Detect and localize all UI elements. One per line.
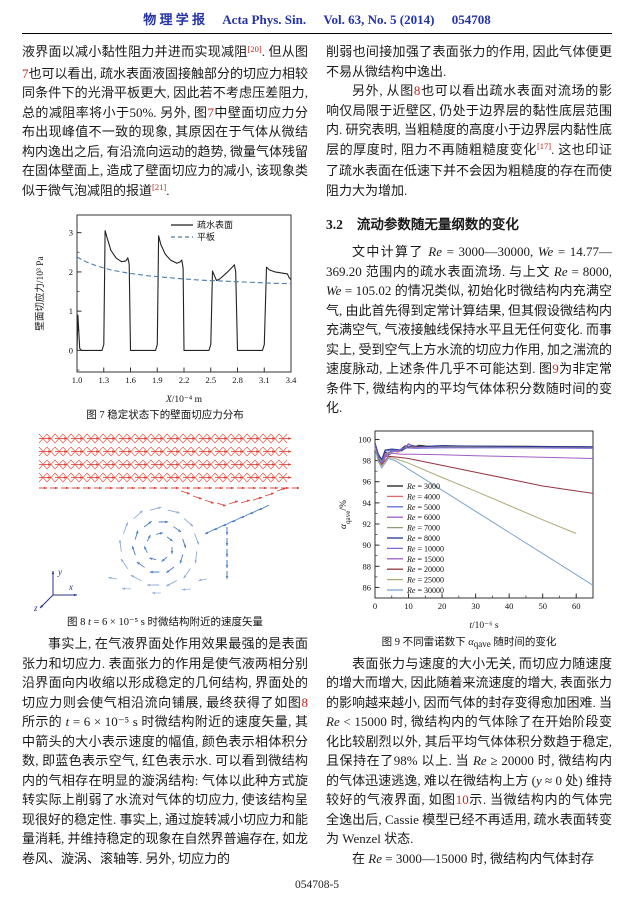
svg-text:Re = 7000: Re = 7000 (406, 523, 440, 532)
svg-text:88: 88 (363, 561, 372, 571)
svg-text:3: 3 (69, 228, 73, 238)
svg-text:1.6: 1.6 (125, 375, 136, 385)
journal-title-en: Acta Phys. Sin. (222, 12, 307, 27)
two-column-body: 液界面以减小黏性阻力并进而实现减阻[20]. 但从图7也可以看出, 疏水表面液固… (0, 34, 634, 868)
svg-text:50: 50 (538, 601, 547, 611)
svg-text:40: 40 (505, 601, 513, 611)
page-header: 物 理 学 报 Acta Phys. Sin. Vol. 63, No. 5 (… (0, 0, 634, 28)
journal-issue: Vol. 63, No. 5 (2014) (323, 12, 435, 27)
svg-text:2.5: 2.5 (205, 375, 216, 385)
svg-text:92: 92 (363, 519, 372, 529)
figure8-caption: 图 8 t = 6 × 10⁻⁵ s 时微结构附近的速度矢量 (66, 617, 264, 628)
svg-text:0: 0 (69, 345, 73, 355)
svg-text:30: 30 (471, 601, 480, 611)
svg-text:60: 60 (572, 601, 581, 611)
svg-text:Re = 30000: Re = 30000 (406, 586, 444, 595)
svg-text:0: 0 (373, 601, 377, 611)
paragraph: 另外, 从图8也可以看出疏水表面对流场的影响仅局限于近壁区, 仍处于边界层的黏性… (326, 83, 613, 198)
section-heading: 3.2 流动参数随无量纲数的变化 (326, 213, 612, 233)
paragraph: 事实上, 在气液界面处作用效果最强的是表面张力和切应力. 表面张力的作用是使气液… (22, 636, 309, 866)
journal-title-zh: 物 理 学 报 (143, 12, 206, 27)
svg-text:t/10⁻⁶ s: t/10⁻⁶ s (469, 621, 498, 631)
svg-text:96: 96 (363, 476, 372, 486)
figure7-caption: 图 7 稳定状态下的壁面切应力分布 (86, 410, 244, 421)
svg-text:Re = 20000: Re = 20000 (406, 565, 444, 574)
section-number: 3.2 (326, 217, 343, 232)
svg-text:Re = 15000: Re = 15000 (406, 554, 444, 563)
figure-7: 1.0 1.3 1.6 1.9 2.2 2.5 2.8 3.1 3.4 0 1 2 3 疏水表面 平板 X/1… (22, 208, 308, 423)
header-rule (22, 33, 612, 34)
svg-text:100: 100 (358, 434, 371, 444)
svg-text:1: 1 (69, 306, 73, 316)
svg-text:Re = 5000: Re = 5000 (406, 502, 440, 511)
svg-text:94: 94 (363, 497, 372, 507)
svg-text:z: z (33, 603, 38, 613)
svg-text:2.8: 2.8 (232, 375, 243, 385)
svg-text:1.0: 1.0 (72, 375, 83, 385)
svg-text:αqave/%: αqave/% (339, 499, 352, 528)
svg-text:86: 86 (363, 582, 372, 592)
svg-text:Re = 4000: Re = 4000 (406, 492, 440, 501)
svg-text:平板: 平板 (197, 231, 215, 242)
svg-text:Re = 25000: Re = 25000 (406, 575, 444, 584)
svg-text:20: 20 (438, 601, 447, 611)
paragraph: 在 Re = 3000—15000 时, 微结构内气体封存 (352, 850, 595, 866)
section-title: 流动参数随无量纲数的变化 (356, 217, 519, 232)
svg-text:Re = 10000: Re = 10000 (406, 544, 444, 553)
article-number: 054708 (451, 12, 491, 27)
paragraph: 文中计算了 Re = 3000—30000, We = 14.77—369.20… (326, 244, 613, 415)
figure9-caption: 图 9 不同雷诺数下 αqave 随时间的变化 (381, 636, 557, 650)
svg-text:x: x (68, 582, 73, 592)
svg-text:10: 10 (404, 601, 413, 611)
svg-text:2: 2 (69, 267, 73, 277)
svg-text:Re = 6000: Re = 6000 (406, 513, 440, 522)
svg-text:y: y (57, 567, 62, 577)
svg-text:98: 98 (363, 455, 372, 465)
figure8-velocity-vectors: yx z (33, 433, 299, 613)
svg-text:3.4: 3.4 (286, 375, 297, 385)
svg-text:Re = 3000: Re = 3000 (406, 482, 440, 491)
paragraph: 削弱也间接加强了表面张力的作用, 因此气体便更不易从微结构中逸出. (326, 44, 612, 79)
figure-9: 0 10 20 30 40 50 60 86 88 90 92 94 96 98 100 Re = 3000 R… (326, 424, 612, 650)
svg-text:Re = 8000: Re = 8000 (406, 534, 440, 543)
svg-text:1.3: 1.3 (98, 375, 109, 385)
left-column: 液界面以减小黏性阻力并进而实现减阻[20]. 但从图7也可以看出, 疏水表面液固… (22, 42, 308, 868)
paragraph: 液界面以减小黏性阻力并进而实现减阻[20]. 但从图7也可以看出, 疏水表面液固… (22, 43, 309, 198)
page-footer: 054708-5 (0, 879, 634, 891)
svg-text:3.1: 3.1 (259, 375, 270, 385)
svg-text:2.2: 2.2 (179, 375, 190, 385)
right-column: 削弱也间接加强了表面张力的作用, 因此气体便更不易从微结构中逸出. 另外, 从图… (326, 42, 612, 868)
page-number: 054708-5 (294, 879, 340, 891)
svg-text:1.9: 1.9 (152, 375, 163, 385)
svg-text:90: 90 (363, 540, 372, 550)
paragraph: 表面张力与速度的大小无关, 而切应力随速度的增大而增大, 因此随着来流速度的增大… (326, 655, 613, 847)
svg-text:壁面切应力/10³ Pa: 壁面切应力/10³ Pa (34, 256, 46, 331)
svg-text:疏水表面: 疏水表面 (197, 219, 233, 230)
svg-text:X/10⁻⁴ m: X/10⁻⁴ m (165, 395, 203, 405)
